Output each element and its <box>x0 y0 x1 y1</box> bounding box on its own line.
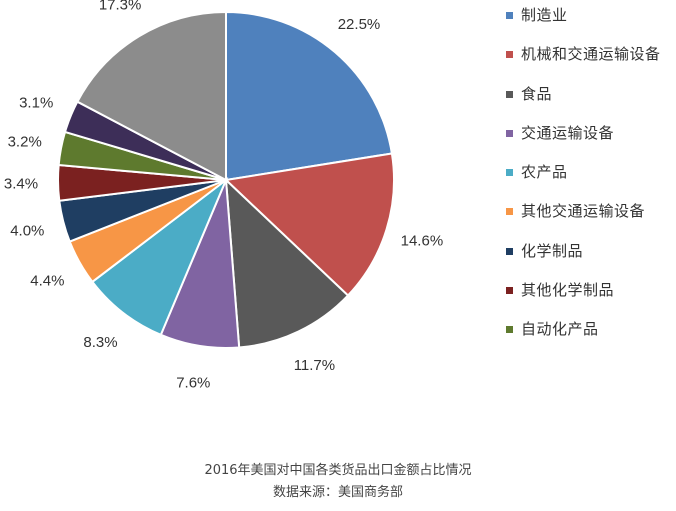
slice-value-label: 7.6% <box>176 374 210 391</box>
legend-item: 农产品 <box>506 163 676 202</box>
chart-legend: 制造业机械和交通运输设备 食品交通运输设备 农产品其他交通运输设备 化学制品其他化学制… <box>506 6 676 360</box>
legend-label: 化学制品 <box>521 241 584 260</box>
pie-slice <box>224 177 350 349</box>
slice-value-label: 22.5% <box>338 16 381 33</box>
legend-swatch <box>506 90 513 98</box>
legend-label: 其他化学制品 <box>521 281 615 300</box>
legend-item: 交通运输设备 <box>506 124 676 163</box>
legend-item: 机械和交通运输设备 <box>506 45 676 84</box>
legend-item: 自动化产品 <box>506 320 676 359</box>
legend-swatch <box>506 51 513 59</box>
chart-caption-source: 数据来源：美国商务部 <box>272 485 403 500</box>
slice-value-label: 3.4% <box>4 176 38 193</box>
legend-label: 制造业 <box>521 6 568 24</box>
legend-item: 其他交通运输设备 <box>506 202 676 241</box>
pie-slice <box>225 10 394 182</box>
legend-swatch <box>506 247 513 255</box>
legend-label: 机械和交通运输设备 <box>521 45 661 64</box>
legend-label: 交通运输设备 <box>521 123 615 142</box>
slice-value-label: 11.7% <box>294 357 335 374</box>
legend-swatch <box>506 326 513 334</box>
legend-swatch <box>506 169 513 177</box>
pie-slice <box>223 152 395 297</box>
legend-label: 自动化产品 <box>521 320 599 339</box>
pie-slice <box>76 10 227 182</box>
legend-item: 制造业 <box>506 6 676 45</box>
legend-item: 其他化学制品 <box>506 281 676 320</box>
slice-value-label: 4.4% <box>30 273 64 290</box>
legend-item: 化学制品 <box>506 242 676 281</box>
slice-value-label: 14.6% <box>401 233 444 250</box>
legend-label: 食品 <box>521 84 553 103</box>
slice-value-label: 17.3% <box>99 0 142 14</box>
slice-value-label: 4.0% <box>10 223 44 240</box>
chart-caption-title: 2016年美国对中国各类货品出口金额占比情况 <box>204 463 472 478</box>
slice-value-label: 3.1% <box>19 95 53 112</box>
legend-swatch <box>506 287 513 295</box>
pie-slice <box>90 176 229 337</box>
slice-value-label: 3.2% <box>8 133 42 150</box>
legend-label: 农产品 <box>521 163 568 182</box>
legend-swatch <box>506 12 513 19</box>
legend-label: 其他交通运输设备 <box>521 202 646 221</box>
legend-swatch <box>506 208 513 216</box>
legend-swatch <box>506 129 513 137</box>
slice-value-label: 8.3% <box>83 334 117 351</box>
legend-item: 食品 <box>506 85 676 124</box>
